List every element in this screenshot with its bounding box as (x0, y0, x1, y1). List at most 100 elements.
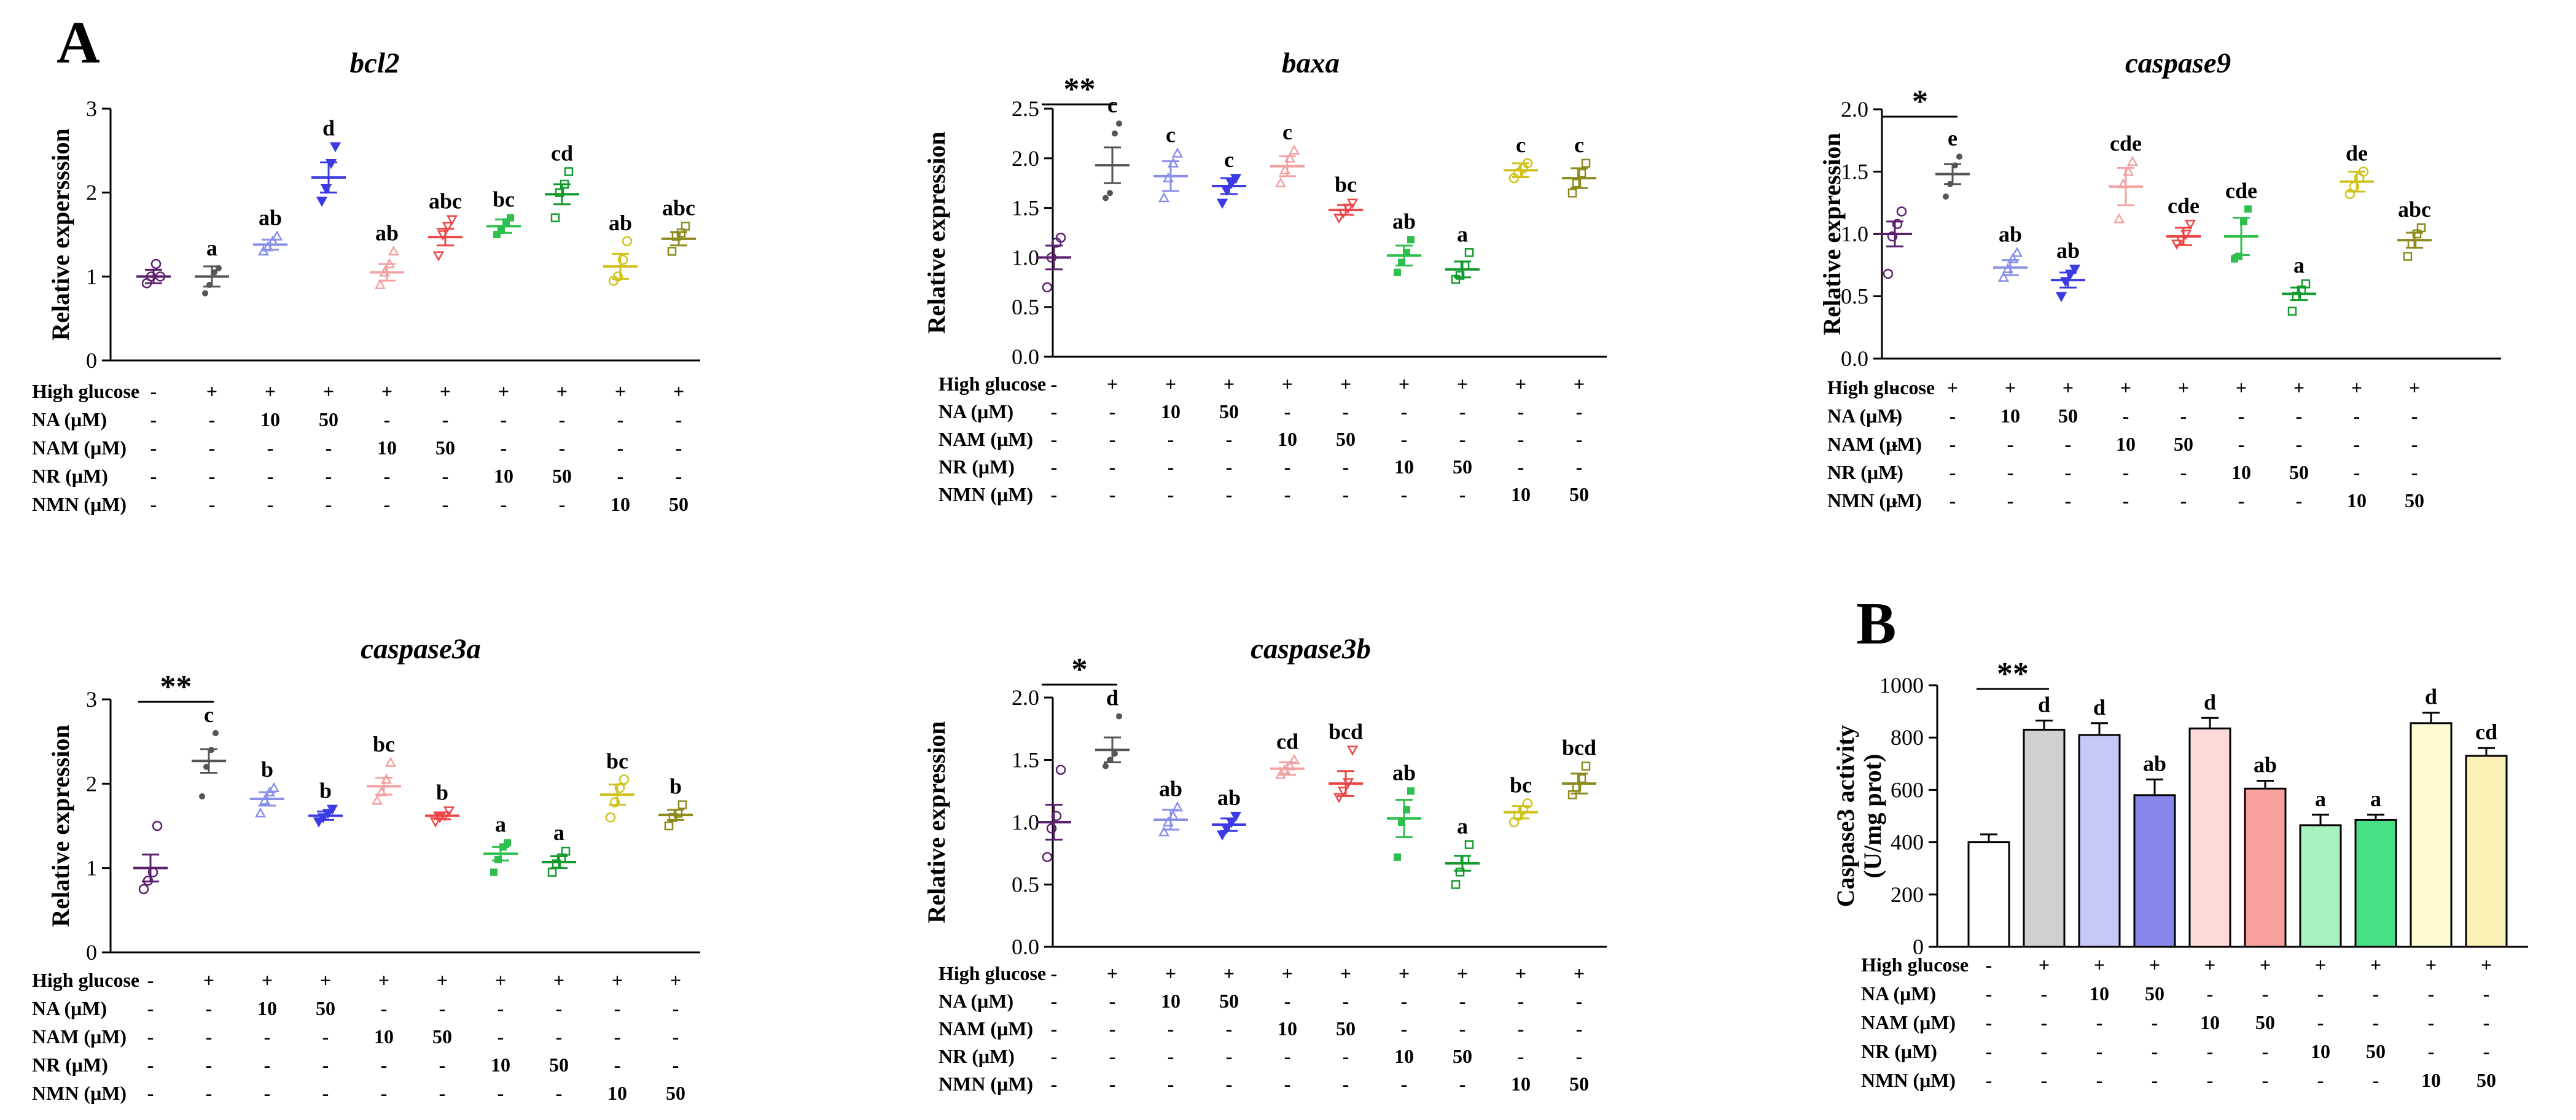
data-point (378, 266, 391, 277)
treatment-value: - (2152, 1011, 2158, 1033)
treatment-value: - (2180, 489, 2187, 511)
significance-letter: ab (259, 206, 282, 230)
data-point (622, 236, 633, 247)
treatment-row-label: High glucose (939, 373, 1046, 395)
data-point (2117, 178, 2129, 189)
treatment-value: - (1226, 456, 1233, 478)
data-point (1947, 181, 1953, 187)
treatment-value: - (2152, 1069, 2158, 1091)
data-point (2403, 252, 2413, 261)
treatment-value: - (1109, 428, 1116, 450)
data-point (2349, 181, 2360, 192)
data-point (326, 804, 338, 815)
treatment-value: - (1401, 1017, 1408, 1040)
treatment-row-label: NAM (μM) (1861, 1011, 1956, 1033)
y-tick-label: 0 (1913, 935, 1924, 959)
data-point (673, 809, 683, 818)
treatment-value: + (206, 380, 217, 402)
treatment-value: - (322, 1025, 329, 1048)
y-tick-label: 1.0 (1012, 810, 1039, 834)
data-point (1956, 154, 1962, 160)
data-point (374, 279, 386, 289)
treatment-value: + (556, 380, 568, 402)
chart-title: baxa (1282, 47, 1340, 79)
treatment-value: 50 (2255, 1011, 2275, 1033)
significance-stars: ** (1997, 656, 2029, 691)
data-point (2059, 277, 2072, 287)
treatment-value: - (1284, 400, 1291, 422)
treatment-value: - (2238, 433, 2245, 455)
treatment-row-label: NAM (μM) (32, 1025, 127, 1048)
data-point (211, 269, 217, 276)
y-axis-label: Caspase3 activity (1832, 725, 1859, 908)
significance-letter: a (495, 812, 506, 836)
treatment-row-label: NMN (μM) (1827, 489, 1922, 511)
treatment-value: - (498, 997, 504, 1019)
data-point (494, 855, 502, 863)
treatment-value: + (2370, 954, 2381, 976)
data-point (1952, 162, 1958, 169)
treatment-value: - (614, 1054, 621, 1076)
treatment-row-label: NAM (μM) (939, 1017, 1033, 1040)
treatment-value: 50 (2174, 433, 2193, 455)
treatment-value: - (614, 997, 621, 1019)
treatment-value: - (1401, 428, 1408, 450)
treatment-value: - (1892, 489, 1899, 511)
treatment-value: 50 (2058, 405, 2078, 427)
treatment-value: - (1892, 433, 1899, 455)
treatment-value: 10 (2347, 489, 2367, 511)
treatment-value: 10 (1278, 1017, 1297, 1040)
treatment-value: 10 (1511, 483, 1531, 505)
treatment-value: + (2315, 954, 2326, 976)
data-point (498, 227, 505, 235)
data-point (1055, 764, 1066, 775)
data-point (1333, 793, 1345, 803)
treatment-value: - (2296, 489, 2303, 511)
treatment-value: - (2296, 433, 2303, 455)
y-tick-label: 3 (86, 96, 97, 121)
treatment-value: - (2007, 489, 2014, 511)
treatment-value: - (264, 1025, 271, 1048)
y-tick-label: 1.5 (1012, 748, 1039, 772)
treatment-value: - (1401, 1073, 1408, 1095)
treatment-value: - (1518, 400, 1524, 422)
treatment-value: - (617, 437, 624, 459)
significance-letter: bcd (1329, 719, 1363, 744)
data-point (2069, 264, 2081, 275)
treatment-value: - (2483, 1011, 2490, 1033)
significance-letter: d (322, 116, 335, 141)
treatment-value: 10 (2200, 1011, 2220, 1033)
treatment-value: - (1459, 400, 1466, 422)
y-tick-label: 400 (1891, 830, 1924, 855)
significance-letter: d (2425, 685, 2437, 709)
y-tick-label: 2.0 (1012, 146, 1039, 171)
data-point (150, 259, 162, 270)
treatment-row-label: NR (μM) (1827, 461, 1903, 483)
data-point (1274, 769, 1287, 779)
treatment-row-label: High glucose (1827, 376, 1935, 399)
data-point (1346, 198, 1359, 209)
treatment-value: + (2204, 954, 2215, 976)
y-tick-label: 1 (86, 264, 97, 289)
y-tick-label: 1.5 (1012, 196, 1039, 220)
data-point (213, 729, 219, 736)
treatment-value: 50 (666, 1082, 685, 1104)
treatment-value: - (2180, 461, 2187, 483)
data-point (1216, 198, 1228, 209)
chart-caspase3a: 0 1 2 3 Relative expression caspase3a c b b bc b a a… (32, 633, 700, 1104)
data-point (1581, 761, 1591, 771)
treatment-value: - (676, 408, 682, 430)
treatment-value: 50 (1453, 1045, 1472, 1067)
y-tick-label: 600 (1891, 777, 1924, 802)
treatment-value: 50 (435, 437, 455, 459)
data-point (1167, 810, 1179, 820)
treatment-value: + (2481, 954, 2492, 976)
treatment-value: - (1226, 1073, 1233, 1095)
treatment-value: - (1226, 1045, 1233, 1067)
treatment-row-label: NR (μM) (32, 1054, 108, 1076)
treatment-row-label: NMN (μM) (32, 1082, 127, 1104)
significance-letter: cde (2168, 193, 2199, 218)
y-tick-label: 1.5 (1841, 160, 1868, 184)
treatment-value: - (617, 465, 624, 487)
